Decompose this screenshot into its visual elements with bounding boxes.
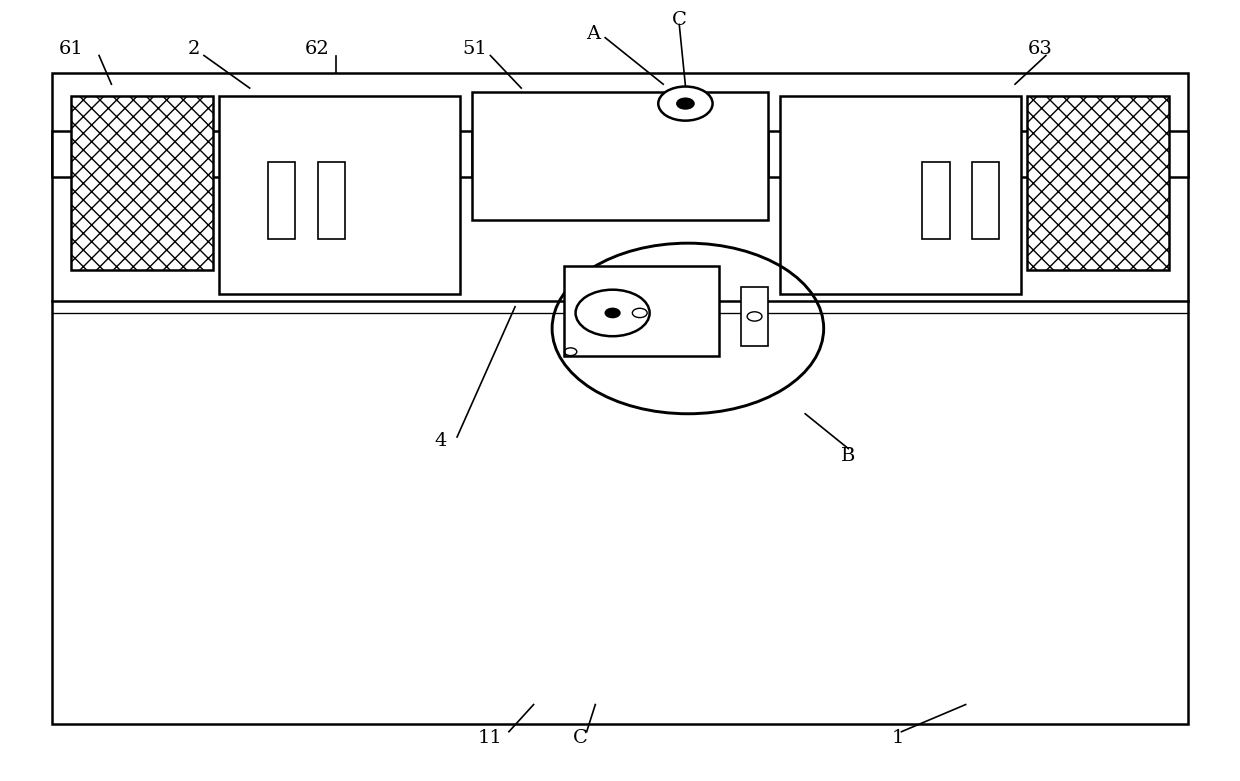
- Circle shape: [605, 308, 620, 318]
- Text: C: C: [573, 729, 588, 747]
- Bar: [742, 287, 768, 345]
- Bar: [564, 266, 719, 355]
- Bar: [923, 162, 950, 239]
- Text: C: C: [672, 11, 687, 29]
- Bar: [268, 162, 295, 239]
- Text: 61: 61: [58, 41, 83, 59]
- Text: 62: 62: [305, 41, 330, 59]
- Bar: [317, 162, 345, 239]
- Circle shape: [658, 87, 713, 120]
- Text: 4: 4: [435, 432, 448, 450]
- Bar: [768, 130, 1188, 177]
- Bar: [972, 162, 999, 239]
- Text: 2: 2: [188, 41, 201, 59]
- Bar: [52, 73, 1188, 724]
- Text: B: B: [841, 448, 856, 465]
- Bar: [52, 130, 472, 177]
- Text: 51: 51: [463, 41, 487, 59]
- Bar: [780, 96, 1022, 294]
- Text: 1: 1: [892, 729, 904, 747]
- Bar: [472, 92, 768, 220]
- Text: 63: 63: [1027, 41, 1053, 59]
- Bar: [1028, 96, 1169, 270]
- Bar: [218, 96, 460, 294]
- Circle shape: [575, 290, 650, 336]
- Circle shape: [677, 98, 694, 109]
- Text: A: A: [585, 25, 600, 43]
- Text: 11: 11: [477, 729, 502, 747]
- Bar: [71, 96, 212, 270]
